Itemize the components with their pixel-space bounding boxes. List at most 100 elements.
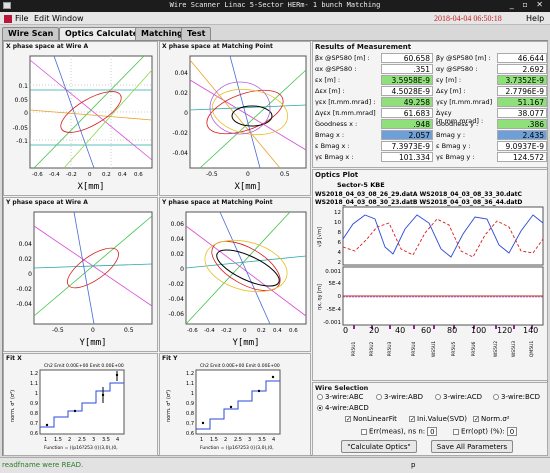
fit-x-ytick: 1.1	[30, 381, 38, 387]
fit-y-plot[interactable]: Ch2 Emit 0.00E+00 Emit 0.00E+00 norm. σ²…	[160, 361, 310, 456]
app-logo-icon	[4, 15, 12, 23]
y-match-xtick: -0.2	[221, 328, 232, 334]
beta-x-value: 60.658	[381, 53, 433, 63]
checkmark-icon: ✓	[345, 416, 352, 423]
optics-element-label: PR5U2	[369, 341, 375, 356]
results-row: ε Bmag x : 7.3973E-9 ε Bmag y : 9.0937E-9	[315, 141, 547, 152]
nonlinearfit-checkbox[interactable]: ✓ NonLinearFit	[345, 415, 397, 423]
wire-option-abd[interactable]: 3-wire:ABD	[376, 393, 423, 401]
x-wire-plot-title: X phase space at Wire A	[6, 43, 89, 50]
timestamp: 2018-04-04 06:50:18	[434, 14, 502, 23]
alpha-y-label: αy @SP580 :	[436, 65, 478, 73]
eta-ytick: -5E-4	[327, 307, 342, 313]
alpha-y-value: 2.692	[497, 64, 547, 74]
tab-optics-calculate[interactable]: Optics Calculate	[59, 27, 145, 40]
tab-wire-scan[interactable]: Wire Scan	[2, 27, 60, 40]
save-all-parameters-button[interactable]: Save All Parameters	[431, 440, 513, 453]
window-controls[interactable]: _ ▫ ✕	[509, 0, 546, 9]
optics-plot[interactable]: Sector-5 KBE WS2018_04_03_08_26_29.datA …	[313, 179, 547, 379]
err-meas-control[interactable]: Err(meas), ns n: 0	[361, 427, 438, 436]
fit-y-point	[201, 421, 205, 425]
fit-y-title: Fit Y	[162, 355, 178, 362]
y-wire-plot[interactable]: 0.04 0.02 0 -0.02 -0.04 -0.5 0 0.5 Y[mm]	[4, 206, 157, 351]
results-row: γε Bmag x : 101.334 γε Bmag y : 124.572	[315, 152, 547, 163]
beta-x-label: βx @SP580 [m] :	[315, 54, 370, 62]
fit-x-ytick: 0.6	[30, 431, 38, 437]
fit-x-xtick: 1	[44, 437, 47, 443]
emit-y-value: 3.7352E-9	[497, 75, 547, 85]
y-match-xtick: 0.6	[289, 328, 298, 334]
eta-ytick: 0.001	[325, 269, 341, 275]
wire-option-acd[interactable]: 3-wire:ACD	[435, 393, 482, 401]
optics-element-label: WS5U1	[431, 341, 437, 357]
eta-ytick: 0	[338, 294, 342, 300]
wire-selection-title: Wire Selection	[315, 384, 369, 392]
fit-y-ytick: 0.7	[186, 421, 194, 427]
results-row: βx @SP580 [m] : 60.658 βy @SP580 [m] : 46.6…	[315, 53, 547, 64]
fit-y-ytick: 1	[191, 391, 194, 397]
fit-y-xtick: 1	[200, 437, 203, 443]
err-opt-control[interactable]: Err(opt) (%): 0	[453, 427, 517, 436]
dnorm-emit-y-label: Δγεy [π.mm.mrad] :	[436, 109, 484, 125]
fit-y-ytick: 1.1	[186, 381, 194, 387]
results-row: Bmag x : 2.057 Bmag y : 2.435	[315, 130, 547, 141]
radio-selected-icon	[317, 405, 323, 411]
err-opt-input[interactable]: 0	[506, 427, 517, 436]
optics-calculate-panel: X phase space at Wire A 0.1 0.05 0 -0.05…	[2, 40, 548, 456]
radio-icon	[317, 394, 323, 400]
fit-x-ylabel: norm. σ² (σ²)	[10, 390, 16, 422]
beta-y-label: βy @SP580 [m] :	[436, 54, 491, 62]
norm-checkbox[interactable]: ✓ Norm.σ²	[473, 415, 510, 423]
err-meas-input[interactable]: 0	[427, 427, 438, 436]
optics-element-label: WS5U2	[493, 341, 499, 357]
x-wire-plot[interactable]: 0.1 0.05 0 -0.05 -0.1 -0.6 -0.4 -0.2 0 0…	[4, 50, 157, 195]
x-match-ytick: 0.04	[175, 70, 189, 77]
fit-x-xtick: 4	[116, 437, 119, 443]
fit-y-point	[229, 405, 233, 409]
tab-bar: Wire Scan Optics Calculate Matching Test	[0, 27, 550, 40]
results-panel: Results of Measurement βx @SP580 [m] : 60…	[312, 41, 548, 168]
wire-option-abc[interactable]: 3-wire:ABC	[317, 393, 363, 401]
results-title: Results of Measurement	[315, 43, 412, 51]
y-match-xtick: -0.6	[187, 328, 198, 334]
wire-option-bcd[interactable]: 3-wire:BCD	[493, 393, 540, 401]
fit-x-xtick: 2.5	[78, 437, 86, 443]
x-match-ytick: -0.02	[172, 130, 188, 137]
eta-ylabel: ηx, ηy [m]	[317, 284, 323, 310]
fit-x-xtick: 2	[68, 437, 71, 443]
y-wire-plot-panel: Y phase space at Wire A 0.04 0.02 0 -0.0…	[3, 197, 158, 352]
fit-x-plot[interactable]: Ch2 Emit 0.00E+00 Emit 0.00E+00 norm. σ²…	[4, 361, 157, 456]
ebmag-y-label: ε Bmag y :	[436, 142, 471, 150]
beta-y-value: 46.644	[497, 53, 547, 63]
menu-window[interactable]: Window	[52, 14, 84, 23]
fit-x-xtick: 1.5	[54, 437, 62, 443]
x-match-xtick: 0	[246, 171, 250, 178]
y-match-xtick: 0	[243, 328, 247, 334]
tab-test[interactable]: Test	[181, 27, 212, 40]
goodness-y-label: Goodness y :	[436, 120, 479, 128]
menu-file[interactable]: File	[15, 14, 29, 23]
optics-xtick: 120	[497, 326, 512, 335]
wire-option-abcd[interactable]: 4-wire:ABCD	[317, 404, 369, 412]
x-wire-ytick: 0	[24, 110, 28, 117]
y-wire-ytick: 0.04	[19, 241, 33, 248]
menu-edit[interactable]: Edit	[34, 14, 50, 23]
fit-y-xtick: 1.5	[210, 437, 218, 443]
x-wire-xtick: 0.2	[102, 172, 111, 178]
bmag-y-value: 2.435	[497, 130, 547, 140]
optics-element-label: QM5U1	[529, 341, 535, 358]
x-match-plot[interactable]: 0.04 0.02 0 -0.02 -0.04 -0.5 0 0.5 X[mm]	[160, 50, 310, 195]
y-match-plot[interactable]: 0.06 0.04 0.02 0 -0.02 -0.04 -0.06 -0.6 …	[160, 206, 310, 351]
menu-help[interactable]: Help	[526, 14, 545, 23]
demit-y-value: 2.7796E-9	[497, 86, 547, 96]
fit-y-ylabel: norm. σ² (σ²)	[166, 390, 172, 422]
inivalue-checkbox[interactable]: ✓ Ini.Value(SVD)	[409, 415, 467, 423]
optics-xtick: 40	[395, 326, 405, 335]
radio-icon	[493, 394, 499, 400]
results-row: Δγεx [π.mm.mrad] : 61.683 Δγεy [π.mm.mrad]…	[315, 108, 547, 125]
norm-emit-x-value: 49.258	[381, 97, 433, 107]
ebmag-y-value: 9.0937E-9	[497, 141, 547, 151]
calculate-optics-button[interactable]: "Calculate Optics"	[341, 440, 417, 453]
y-match-ytick: -0.04	[168, 296, 184, 303]
radio-icon	[435, 394, 441, 400]
